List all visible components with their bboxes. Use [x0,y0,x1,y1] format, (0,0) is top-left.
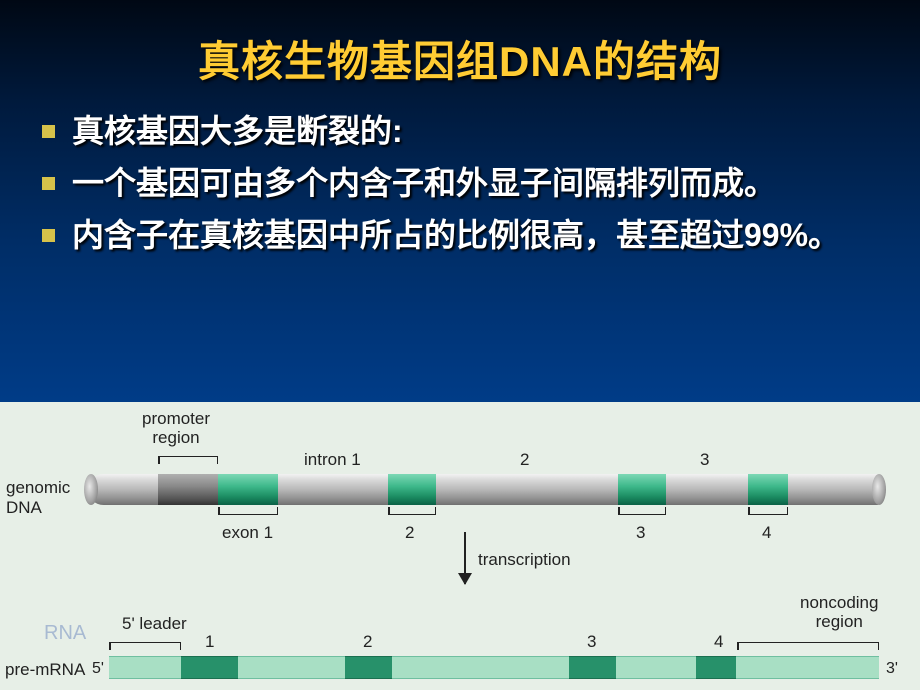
gene-structure-diagram: promoter region intron 1 2 3 genomic DNA… [0,402,920,690]
exon-label: 4 [762,523,771,543]
rna-faded-label: RNA [44,622,86,645]
mrna-noncoding [736,656,879,679]
mrna-intron [616,656,696,679]
exon-bracket [748,514,788,515]
mrna-exon-num: 1 [205,632,214,652]
five-leader-label: 5' leader [122,614,187,634]
promoter-segment [158,474,218,505]
noncoding-bracket [737,642,879,643]
exon-segment [218,474,278,505]
promoter-bracket [158,456,218,457]
bullet-list: 真核基因大多是断裂的: 一个基因可由多个内含子和外显子间隔排列而成。 内含子在真… [0,107,920,259]
exon-label: exon 1 [222,523,273,543]
exon-segment [748,474,788,505]
pre-mrna-bar [109,656,879,679]
bullet-item: 真核基因大多是断裂的: [72,107,874,155]
mrna-intron [392,656,569,679]
three-prime-label: 3' [886,660,898,678]
transcription-label: transcription [478,550,571,570]
mrna-intron [238,656,345,679]
genomic-dna-tube [88,474,888,505]
pre-mrna-label: pre-mRNA [5,660,85,680]
mrna-exon [696,656,736,679]
mrna-exon-num: 4 [714,632,723,652]
exon-segment [388,474,436,505]
intron-label: 2 [520,450,529,470]
mrna-exon [181,656,238,679]
exon-label: 3 [636,523,645,543]
exon-segment [618,474,666,505]
five-prime-label: 5' [92,660,104,678]
slide-title: 真核生物基因组DNA的结构 [0,0,920,107]
intron-label: intron 1 [304,450,361,470]
mrna-exon-num: 2 [363,632,372,652]
mrna-exon [345,656,392,679]
exon-bracket [618,514,666,515]
exon-bracket [218,514,278,515]
bullet-item: 内含子在真核基因中所占的比例很高，甚至超过99%。 [72,211,874,259]
promoter-label: promoter region [142,410,210,447]
intron-label: 3 [700,450,709,470]
transcription-arrow [464,532,466,584]
genomic-dna-label: genomic DNA [6,478,70,517]
mrna-leader [109,656,181,679]
mrna-exon-num: 3 [587,632,596,652]
exon-bracket [388,514,436,515]
bullet-item: 一个基因可由多个内含子和外显子间隔排列而成。 [72,159,874,207]
noncoding-label: noncoding region [800,594,878,631]
exon-label: 2 [405,523,414,543]
leader-bracket [109,642,181,643]
mrna-exon [569,656,616,679]
